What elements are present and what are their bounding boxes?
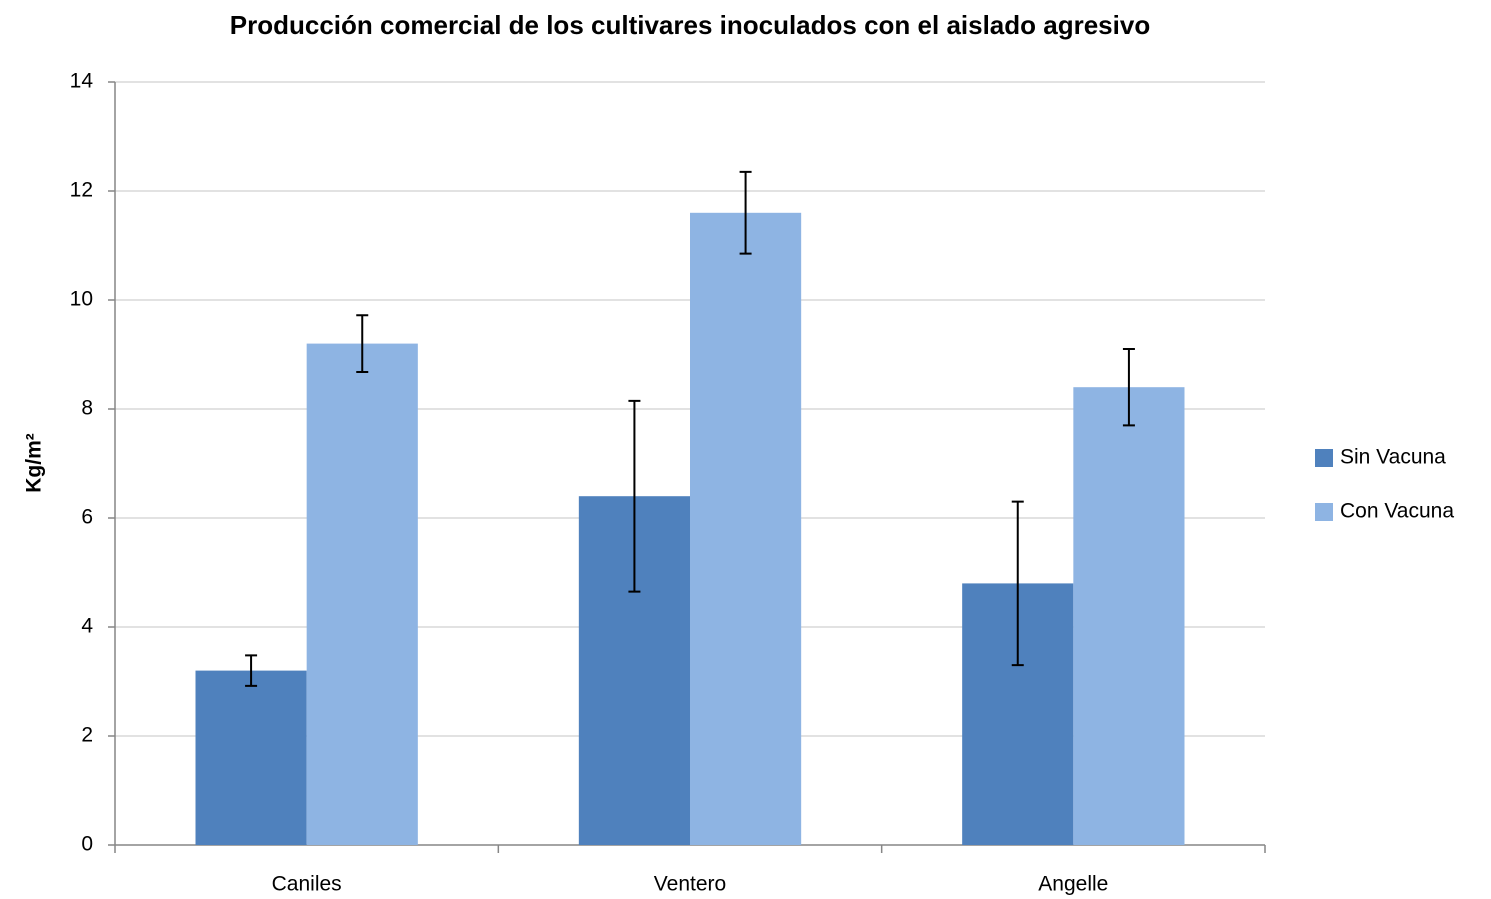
- x-tick-label: Ventero: [654, 873, 726, 896]
- bar: [195, 670, 307, 845]
- y-tick-label: 8: [81, 397, 93, 420]
- y-tick-label: 6: [81, 506, 93, 529]
- y-tick-label: 14: [70, 70, 94, 93]
- legend-swatch: [1315, 503, 1333, 521]
- bar: [1073, 387, 1185, 845]
- error-bar: [1122, 348, 1135, 427]
- y-tick-label: 2: [81, 724, 93, 747]
- y-axis-label: Kg/m²: [23, 433, 46, 493]
- x-tick-label: Caniles: [272, 873, 342, 896]
- error-bar: [245, 654, 258, 687]
- legend-label: Con Vacuna: [1340, 500, 1454, 523]
- chart-title: Producción comercial de los cultivares i…: [230, 10, 1150, 40]
- y-tick-label: 4: [81, 615, 93, 638]
- error-bar: [1011, 500, 1024, 667]
- y-tick-label: 0: [81, 833, 93, 856]
- error-bar: [739, 170, 752, 255]
- y-tick-label: 12: [70, 179, 93, 202]
- error-bar: [356, 314, 369, 373]
- x-tick-label: Angelle: [1038, 873, 1108, 896]
- error-bar: [628, 399, 641, 593]
- legend-label: Sin Vacuna: [1340, 446, 1446, 469]
- bar: [306, 343, 418, 845]
- y-tick-label: 10: [70, 288, 93, 311]
- legend-swatch: [1315, 449, 1333, 467]
- bar: [690, 212, 802, 846]
